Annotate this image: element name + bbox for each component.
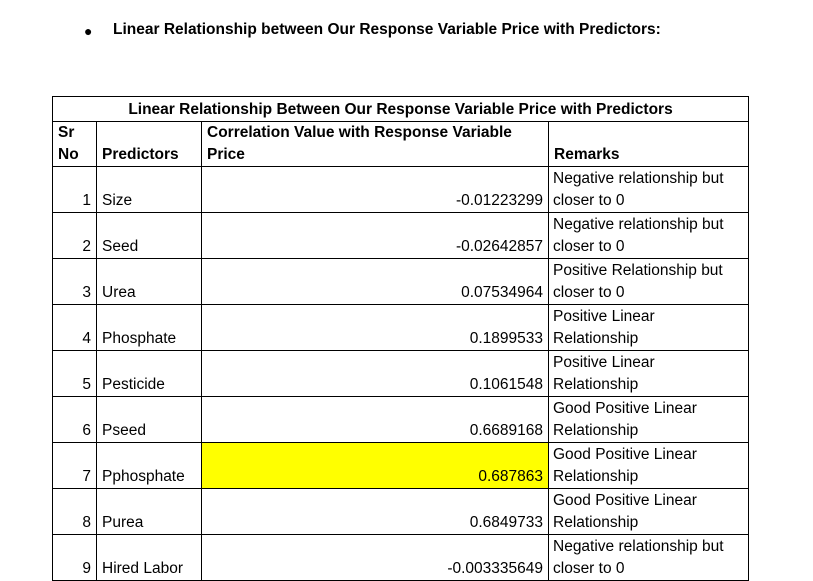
sr-cell: 9 <box>52 534 97 581</box>
sr-cell: 5 <box>52 350 97 397</box>
sr-cell: 4 <box>52 304 97 351</box>
correlation-table: Linear Relationship Between Our Response… <box>51 96 750 581</box>
section-heading: Linear Relationship between Our Response… <box>113 21 661 38</box>
sr-cell: 1 <box>52 166 97 213</box>
remark-cell: Negative relationship but closer to 0 <box>547 534 750 581</box>
header-predictors: Predictors <box>96 121 202 167</box>
table-row: 6 Pseed 0.6689168 Good Positive Linear Rela… <box>52 396 750 443</box>
table-row: 2 Seed -0.02642857 Negative relationship bu… <box>52 212 750 259</box>
remark-cell: Good Positive Linear Relationship <box>547 488 750 535</box>
predictor-cell: Urea <box>96 258 202 305</box>
predictor-cell: Hired Labor <box>96 534 202 581</box>
sr-cell: 8 <box>52 488 97 535</box>
bullet-icon: ● <box>84 23 93 39</box>
sr-cell: 7 <box>52 442 97 489</box>
correlation-cell: 0.1899533 <box>201 304 549 351</box>
remark-cell: Negative relationship but closer to 0 <box>547 212 750 259</box>
table-row: 4 Phosphate 0.1899533 Positive Linear Relat… <box>52 304 750 351</box>
remark-cell: Good Positive Linear Relationship <box>547 442 750 489</box>
remark-cell: Good Positive Linear Relationship <box>547 396 750 443</box>
header-correlation: Correlation Value with Response Variable… <box>201 121 549 167</box>
correlation-cell: 0.6689168 <box>201 396 549 443</box>
correlation-cell: -0.02642857 <box>201 212 549 259</box>
remark-cell: Positive Linear Relationship <box>547 304 750 351</box>
predictor-cell: Phosphate <box>96 304 202 351</box>
correlation-cell: 0.6849733 <box>201 488 549 535</box>
table-title: Linear Relationship Between Our Response… <box>51 96 750 122</box>
table-row: 3 Urea 0.07534964 Positive Relationship but… <box>52 258 750 305</box>
correlation-cell: 0.07534964 <box>201 258 549 305</box>
table-row: 5 Pesticide 0.1061548 Positive Linear Relat… <box>52 350 750 397</box>
predictor-cell: Pseed <box>96 396 202 443</box>
predictor-cell: Purea <box>96 488 202 535</box>
remark-cell: Positive Relationship but closer to 0 <box>547 258 750 305</box>
correlation-cell: -0.01223299 <box>201 166 549 213</box>
predictor-cell: Pesticide <box>96 350 202 397</box>
correlation-cell: -0.003335649 <box>201 534 549 581</box>
remark-cell: Negative relationship but closer to 0 <box>547 166 750 213</box>
table-row: 1 Size -0.01223299 Negative relationship bu… <box>52 166 750 213</box>
table-row: 7 Pphosphate 0.687863 Good Positive Linear … <box>52 442 750 489</box>
correlation-cell: 0.687863 <box>201 442 549 489</box>
predictor-cell: Seed <box>96 212 202 259</box>
header-sr-no: Sr No <box>52 121 97 167</box>
predictor-cell: Pphosphate <box>96 442 202 489</box>
sr-cell: 6 <box>52 396 97 443</box>
table-row: 8 Purea 0.6849733 Good Positive Linear Rela… <box>52 488 750 535</box>
remark-cell: Positive Linear Relationship <box>547 350 750 397</box>
table-row: 9 Hired Labor -0.003335649 Negative relatio… <box>52 534 750 581</box>
header-remarks: Remarks <box>547 121 750 167</box>
sr-cell: 2 <box>52 212 97 259</box>
correlation-cell: 0.1061548 <box>201 350 549 397</box>
predictor-cell: Size <box>96 166 202 213</box>
sr-cell: 3 <box>52 258 97 305</box>
